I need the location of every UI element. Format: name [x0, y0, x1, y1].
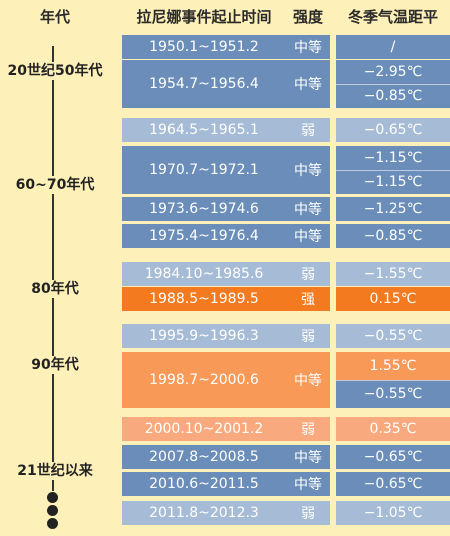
ellipsis-dot — [47, 518, 58, 529]
temperature-value: −1.15℃ — [336, 169, 450, 194]
intensity-cell: 中等 — [286, 472, 330, 496]
period-cell: 2000.10~2001.2 — [122, 417, 286, 441]
header-intensity: 强度 — [292, 8, 323, 26]
temperature-cell: −1.55℃ — [336, 262, 450, 286]
intensity-cell: 弱 — [286, 262, 330, 286]
period-cell: 1988.5~1989.5 — [122, 287, 286, 311]
intensity-cell: 中等 — [286, 352, 330, 408]
period-cell: 1998.7~2000.6 — [122, 352, 286, 408]
intensity-cell: 中等 — [286, 224, 330, 248]
period-cell: 1950.1~1951.2 — [122, 35, 286, 59]
intensity-cell: 弱 — [286, 324, 330, 348]
period-cell: 2010.6~2011.5 — [122, 472, 286, 496]
period-cell: 2007.8~2008.5 — [122, 445, 286, 469]
period-cell: 1970.7~1972.1 — [122, 146, 286, 194]
period-cell: 1973.6~1974.6 — [122, 197, 286, 221]
temperature-value: −0.85℃ — [336, 83, 450, 108]
intensity-cell: 中等 — [286, 445, 330, 469]
intensity-cell: 强 — [286, 287, 330, 311]
era-label-1980s: 80年代 — [0, 280, 110, 298]
era-label-1950s: 20世纪50年代 — [0, 62, 110, 80]
era-label-1960s-70s: 60~70年代 — [0, 176, 110, 194]
temperature-cell: −2.95℃ −0.85℃ — [336, 60, 450, 108]
temperature-value: −0.55℃ — [336, 379, 450, 408]
intensity-cell: 弱 — [286, 417, 330, 441]
header-era: 年代 — [39, 8, 70, 26]
temperature-cell: −0.65℃ — [336, 472, 450, 496]
period-cell: 1975.4~1976.4 — [122, 224, 286, 248]
temperature-cell: 0.35℃ — [336, 417, 450, 441]
temperature-cell: −0.65℃ — [336, 118, 450, 142]
temperature-value: 1.55℃ — [336, 352, 450, 380]
intensity-cell: 中等 — [286, 197, 330, 221]
temperature-cell: −1.15℃ −1.15℃ — [336, 146, 450, 194]
intensity-cell: 弱 — [286, 118, 330, 142]
period-cell: 1995.9~1996.3 — [122, 324, 286, 348]
temperature-value: −1.15℃ — [336, 146, 450, 170]
temperature-cell: −0.55℃ — [336, 324, 450, 348]
header-temperature: 冬季气温距平 — [347, 8, 438, 26]
temperature-cell: −0.65℃ — [336, 445, 450, 469]
era-label-21st-century: 21世纪以来 — [0, 462, 110, 480]
temperature-cell: −1.25℃ — [336, 197, 450, 221]
period-cell: 2011.8~2012.3 — [122, 501, 286, 525]
intensity-cell: 中等 — [286, 35, 330, 59]
period-cell: 1964.5~1965.1 — [122, 118, 286, 142]
intensity-cell: 中等 — [286, 60, 330, 108]
temperature-cell: 1.55℃ −0.55℃ — [336, 352, 450, 408]
timeline-line — [52, 46, 54, 491]
era-label-1990s: 90年代 — [0, 356, 110, 374]
header-period: 拉尼娜事件起止时间 — [136, 8, 272, 26]
intensity-cell: 弱 — [286, 501, 330, 525]
temperature-cell: −1.05℃ — [336, 501, 450, 525]
period-cell: 1984.10~1985.6 — [122, 262, 286, 286]
intensity-cell: 中等 — [286, 146, 330, 194]
ellipsis-dot — [47, 505, 58, 516]
temperature-cell: 0.15℃ — [336, 287, 450, 311]
temperature-cell: / — [336, 35, 450, 59]
period-cell: 1954.7~1956.4 — [122, 60, 286, 108]
temperature-value: −2.95℃ — [336, 60, 450, 84]
ellipsis-dot — [47, 492, 58, 503]
temperature-cell: −0.85℃ — [336, 224, 450, 248]
